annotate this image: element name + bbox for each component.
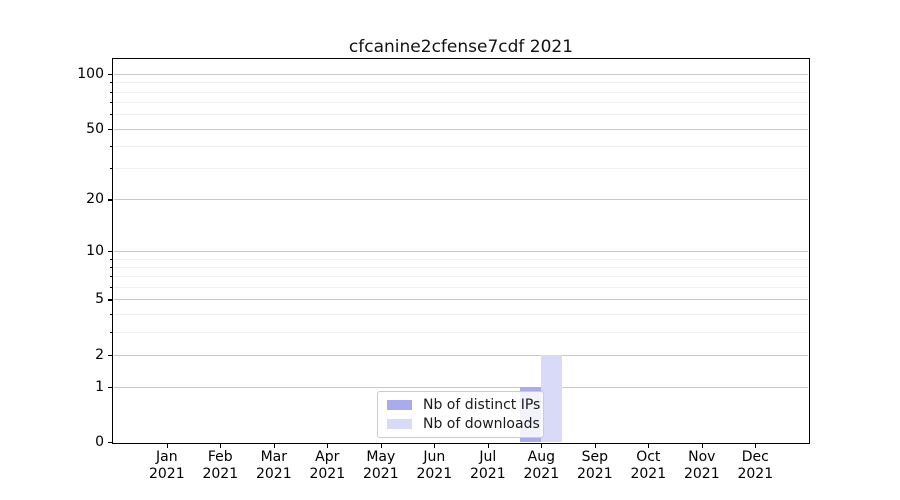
chart-title: cfcanine2cfense7cdf 2021 xyxy=(348,37,574,57)
y-minor-gridline xyxy=(113,276,809,278)
y-minor-tickmark xyxy=(109,146,112,147)
y-tickmark xyxy=(108,387,112,389)
y-tickmark xyxy=(108,128,112,130)
x-tickmark xyxy=(594,443,596,448)
y-major-gridline xyxy=(113,354,809,356)
legend-label-distinct-ips: Nb of distinct IPs xyxy=(423,397,541,413)
y-minor-tickmark xyxy=(109,276,112,278)
y-tickmark xyxy=(108,442,112,444)
x-tick-label: Dec 2021 xyxy=(737,449,774,482)
y-minor-tickmark xyxy=(109,168,112,170)
y-minor-tickmark xyxy=(109,82,112,84)
x-tickmark xyxy=(273,443,275,448)
x-tick-label: Sep 2021 xyxy=(576,449,613,482)
y-major-gridline xyxy=(113,199,809,201)
y-minor-gridline xyxy=(113,146,809,147)
y-minor-gridline xyxy=(113,258,809,260)
y-tick-label: 20 xyxy=(86,191,104,208)
x-tick-label: Feb 2021 xyxy=(202,449,239,482)
y-minor-gridline xyxy=(113,267,809,268)
y-tick-label: 0 xyxy=(95,434,104,451)
y-minor-tickmark xyxy=(109,91,112,93)
y-minor-tickmark xyxy=(109,313,112,315)
x-tickmark xyxy=(487,443,489,448)
x-tickmark xyxy=(380,443,382,448)
y-tickmark xyxy=(108,354,112,356)
x-tickmark xyxy=(434,443,436,448)
y-minor-gridline xyxy=(113,287,809,289)
x-tick-label: Oct 2021 xyxy=(630,449,667,482)
y-minor-tickmark xyxy=(109,267,112,268)
y-minor-tickmark xyxy=(109,258,112,260)
x-tickmark xyxy=(541,443,543,448)
y-tickmark xyxy=(108,299,112,301)
y-minor-gridline xyxy=(113,82,809,84)
x-tick-label: Jun 2021 xyxy=(416,449,453,482)
legend-swatch-distinct-ips xyxy=(387,400,412,410)
legend: Nb of distinct IPs Nb of downloads xyxy=(377,391,544,438)
legend-swatch-downloads xyxy=(387,419,412,429)
x-tickmark xyxy=(648,443,650,448)
y-major-gridline xyxy=(113,299,809,301)
x-tickmark xyxy=(701,443,703,448)
x-tick-label: May 2021 xyxy=(362,449,399,482)
y-tick-label: 1 xyxy=(95,379,104,395)
y-minor-gridline xyxy=(113,313,809,315)
x-tickmark xyxy=(220,443,222,448)
y-major-gridline xyxy=(113,74,809,76)
y-tick-label: 5 xyxy=(95,291,104,308)
x-tick-label: Apr 2021 xyxy=(309,449,346,482)
y-tick-label: 2 xyxy=(95,346,104,363)
x-tickmark xyxy=(166,443,168,448)
y-major-gridline xyxy=(113,251,809,252)
y-tick-label: 100 xyxy=(77,66,104,83)
y-tick-label: 10 xyxy=(86,243,104,259)
y-minor-tickmark xyxy=(109,102,112,104)
x-tick-label: Mar 2021 xyxy=(255,449,292,482)
y-tickmark xyxy=(108,74,112,76)
legend-item-distinct-ips: Nb of distinct IPs xyxy=(387,397,543,413)
y-minor-gridline xyxy=(113,331,809,333)
y-major-gridline xyxy=(113,387,809,388)
legend-label-downloads: Nb of downloads xyxy=(423,416,540,432)
x-tick-label: Aug 2021 xyxy=(523,449,560,482)
x-tick-label: Nov 2021 xyxy=(683,449,720,482)
y-tickmark xyxy=(108,199,112,201)
x-tickmark xyxy=(755,443,757,448)
y-tickmark xyxy=(108,251,112,253)
y-minor-tickmark xyxy=(109,114,112,116)
y-minor-tickmark xyxy=(109,331,112,333)
y-minor-gridline xyxy=(113,102,809,104)
y-minor-gridline xyxy=(113,168,809,170)
y-tick-label: 50 xyxy=(86,120,104,137)
y-minor-gridline xyxy=(113,91,809,93)
x-tickmark xyxy=(327,443,329,448)
legend-item-downloads: Nb of downloads xyxy=(387,416,543,432)
bar-nb-of-downloads-aug xyxy=(541,354,563,443)
x-tick-label: Jan 2021 xyxy=(148,449,185,482)
x-tick-label: Jul 2021 xyxy=(469,449,506,482)
y-major-gridline xyxy=(113,128,809,130)
y-minor-tickmark xyxy=(109,287,112,289)
y-minor-gridline xyxy=(113,114,809,116)
